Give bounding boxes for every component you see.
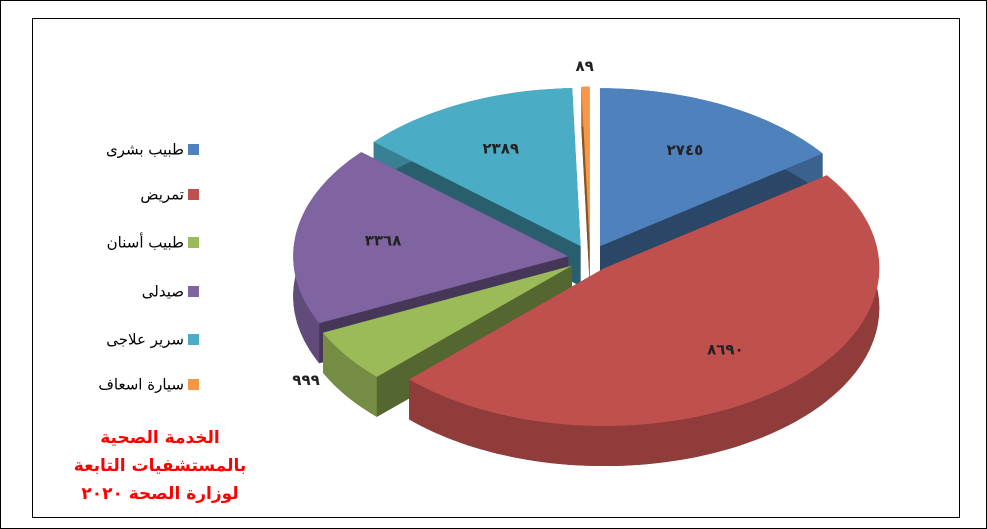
legend-label: طبيب بشرى <box>106 141 184 159</box>
slice-top <box>293 152 569 324</box>
slice-outer-wall <box>323 332 377 417</box>
slice <box>409 175 880 467</box>
legend-label: صيدلى <box>142 283 184 301</box>
slice-top <box>581 86 590 245</box>
legend-swatch <box>188 286 199 297</box>
legend-swatch <box>188 237 199 248</box>
legend-label: سرير علاجى <box>106 331 184 349</box>
legend-swatch <box>188 144 199 155</box>
legend-swatch <box>188 379 199 390</box>
legend-label: تمريض <box>140 186 184 204</box>
legend-label: سيارة اسعاف <box>98 376 184 394</box>
chart-title: الخدمة الصحية بالمستشفيات التابعة لوزارة… <box>73 428 247 504</box>
slice-radial-wall <box>581 86 590 285</box>
legend-label: طبيب أسنان <box>107 233 184 252</box>
legend-swatch <box>188 189 199 200</box>
value-label: ٩٩٩ <box>292 371 319 389</box>
legend-swatch <box>188 334 199 345</box>
value-label: ٢٧٤٥ <box>667 141 704 159</box>
value-label: ٨٩ <box>576 57 594 75</box>
slice-top <box>373 88 581 247</box>
value-label: ٣٣٦٨ <box>365 232 402 250</box>
value-label: ٢٣٨٩ <box>482 139 519 157</box>
slice <box>581 86 590 285</box>
slice-top <box>600 88 823 247</box>
slice-top <box>409 175 880 426</box>
value-label: ٨٦٩٠ <box>707 340 744 358</box>
plot-border <box>32 18 960 518</box>
slice-top <box>323 265 572 377</box>
slice <box>323 265 572 417</box>
